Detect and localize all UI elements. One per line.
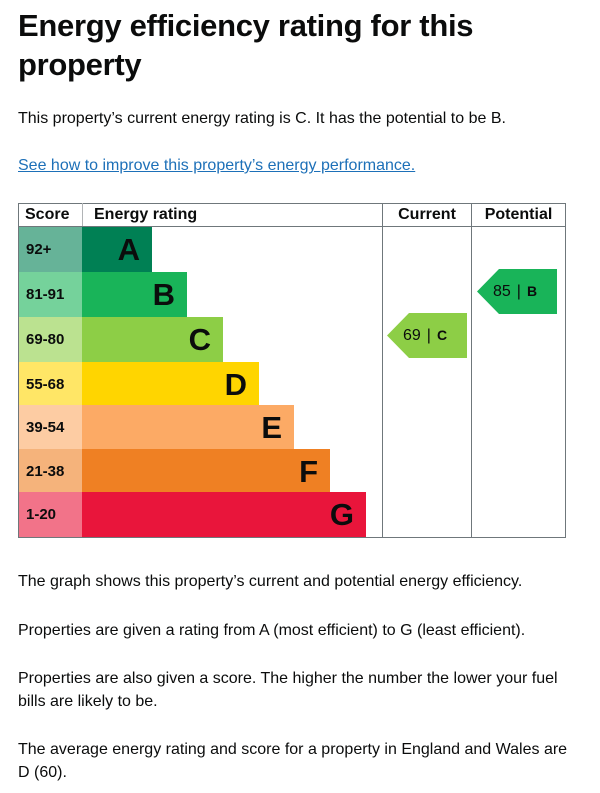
potential-header: Potential [484, 206, 553, 223]
current-column-divider [382, 203, 383, 538]
chart-border-top [18, 203, 566, 204]
header-divider [18, 226, 566, 227]
current-rating-text: This property’s current energy rating is… [18, 110, 506, 127]
band-b-score: 81-91 [19, 272, 82, 317]
current-header: Current [398, 206, 456, 223]
score-description: Properties are also given a score. The h… [18, 670, 558, 710]
potential-rating-letter: B [526, 283, 538, 299]
potential-rating-value: 85 [493, 283, 511, 300]
potential-rating-arrow: 85 | B [477, 269, 557, 314]
band-d-bar: D [82, 362, 259, 407]
chart-border-left [18, 203, 19, 538]
band-a-score: 92+ [19, 227, 82, 272]
band-f-score: 21-38 [19, 449, 82, 494]
average-rating-description: The average energy rating and score for … [18, 741, 568, 781]
score-header: Score [25, 206, 70, 223]
band-c-bar: C [82, 317, 223, 362]
page-title: Energy efficiency rating for this proper… [18, 8, 474, 82]
band-e-score: 39-54 [19, 405, 82, 450]
graph-description: The graph shows this property’s current … [18, 573, 523, 590]
current-rating-value: 69 [403, 327, 421, 344]
band-d-score: 55-68 [19, 362, 82, 407]
chart-border-bottom [18, 537, 566, 538]
header-score-divider [82, 203, 83, 226]
rating-description: Properties are given a rating from A (mo… [18, 622, 526, 639]
improve-energy-performance-link[interactable]: See how to improve this property’s energ… [18, 157, 416, 174]
chart-border-right [565, 203, 566, 538]
band-b-bar: B [82, 272, 187, 317]
energy-rating-chart: Score Energy rating Current Potential 92… [18, 203, 566, 538]
band-g-score: 1-20 [19, 492, 82, 537]
band-g-bar: G [82, 492, 366, 537]
band-e-bar: E [82, 405, 294, 450]
potential-rating-separator: | [516, 283, 521, 300]
current-rating-arrow: 69 | C [387, 313, 467, 358]
current-rating-separator: | [426, 327, 431, 344]
band-f-bar: F [82, 449, 330, 494]
band-a-bar: A [82, 227, 152, 272]
energy-rating-header: Energy rating [94, 206, 198, 223]
band-c-score: 69-80 [19, 317, 82, 362]
potential-column-divider [471, 203, 472, 538]
current-rating-letter: C [436, 327, 448, 343]
